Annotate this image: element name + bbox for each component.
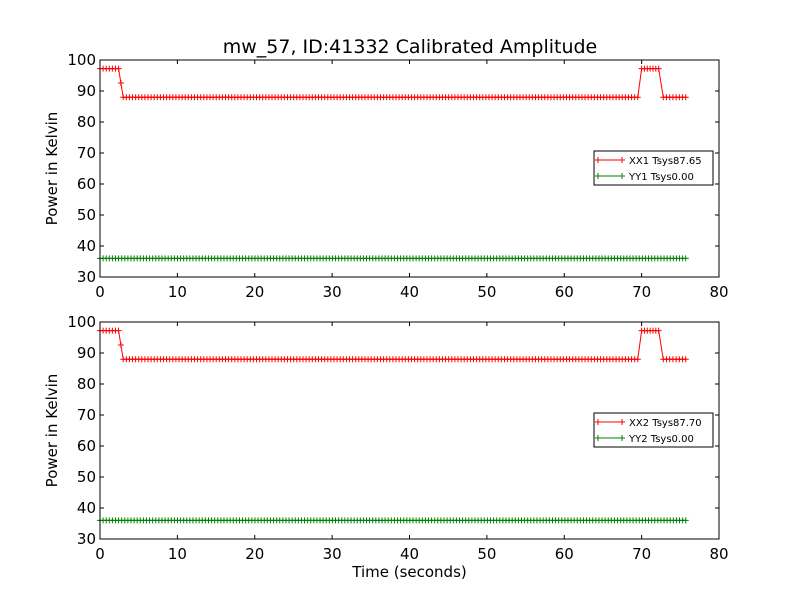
x-tick-label: 0: [95, 283, 105, 301]
data-point-marker: [117, 341, 124, 348]
legend-swatch-marker: [595, 435, 601, 441]
x-tick-label: 70: [632, 283, 651, 301]
y-tick-label: 40: [77, 237, 96, 255]
x-tick-label: 50: [477, 545, 496, 563]
data-point-marker: [634, 356, 641, 363]
chart-panel-1: 0 10 20 30 40 50 60 70 80 30 40 50 60 70 80 90 100 Power …: [43, 51, 729, 301]
chart-panel-2: 0 10 20 30 40 50 60 70 80 30 40 50 60 70 80 90 100 Power …: [43, 313, 729, 581]
data-point-marker: [682, 255, 689, 262]
series-1-panel-1: [97, 65, 689, 101]
x-axis-label: Time (seconds): [351, 563, 467, 581]
x-tick-label: 10: [168, 283, 187, 301]
legend-entry-label: XX2 Tsys87.70: [629, 418, 702, 429]
data-point-marker: [682, 94, 689, 101]
series-line: [100, 330, 686, 360]
series-1-panel-2: [97, 327, 689, 363]
series-2-panel-1: [97, 255, 689, 262]
legend-swatch-marker: [595, 157, 601, 163]
y-tick-label: 100: [67, 51, 96, 69]
y-tick-label: 80: [77, 375, 96, 393]
x-tick-label: 10: [168, 545, 187, 563]
legend: XX2 Tsys87.70 YY2 Tsys0.00: [593, 412, 714, 448]
y-tick-label: 30: [77, 530, 96, 548]
y-tick-label: 100: [67, 313, 96, 331]
series-line: [100, 68, 686, 98]
data-point-marker: [115, 65, 122, 72]
legend-entry-label: XX1 Tsys87.65: [629, 156, 702, 167]
y-tick-label: 50: [77, 206, 96, 224]
x-tick-label: 20: [245, 283, 264, 301]
legend-swatch-marker: [595, 419, 601, 425]
x-tick-label: 80: [709, 545, 728, 563]
x-tick-label: 80: [709, 283, 728, 301]
y-tick-label: 60: [77, 175, 96, 193]
data-point-marker: [115, 327, 122, 334]
legend-entry-label: YY1 Tsys0.00: [628, 172, 694, 183]
legend-entry-label: YY2 Tsys0.00: [628, 434, 694, 445]
series-2-panel-2: [97, 517, 689, 524]
x-tick-label: 30: [323, 283, 342, 301]
data-point-marker: [634, 94, 641, 101]
y-tick-label: 60: [77, 437, 96, 455]
x-tick-label: 0: [95, 545, 105, 563]
y-tick-label: 50: [77, 468, 96, 486]
y-tick-label: 90: [77, 82, 96, 100]
legend-swatch-marker: [619, 173, 625, 179]
legend: XX1 Tsys87.65 YY1 Tsys0.00: [593, 150, 714, 186]
data-point-marker: [655, 65, 662, 72]
y-tick-label: 30: [77, 268, 96, 286]
y-tick-label: 90: [77, 344, 96, 362]
data-point-marker: [682, 356, 689, 363]
figure-title: mw_57, ID:41332 Calibrated Amplitude: [223, 36, 598, 58]
y-tick-label: 80: [77, 113, 96, 131]
legend-swatch-marker: [619, 435, 625, 441]
x-tick-label: 40: [400, 545, 419, 563]
y-axis-label: Power in Kelvin: [43, 112, 61, 226]
legend-box: [593, 150, 714, 186]
data-point-marker: [682, 517, 689, 524]
legend-swatch-marker: [619, 419, 625, 425]
x-tick-label: 60: [555, 283, 574, 301]
x-tick-label: 60: [555, 545, 574, 563]
y-tick-label: 40: [77, 499, 96, 517]
legend-swatch-marker: [619, 157, 625, 163]
x-tick-label: 20: [245, 545, 264, 563]
y-tick-label: 70: [77, 406, 96, 424]
x-tick-label: 40: [400, 283, 419, 301]
x-tick-label: 70: [632, 545, 651, 563]
y-tick-label: 70: [77, 144, 96, 162]
y-axis-label: Power in Kelvin: [43, 374, 61, 488]
x-tick-label: 30: [323, 545, 342, 563]
x-tick-label: 50: [477, 283, 496, 301]
legend-swatch-marker: [595, 173, 601, 179]
data-point-marker: [655, 327, 662, 334]
data-point-marker: [117, 79, 124, 86]
legend-box: [593, 412, 714, 448]
